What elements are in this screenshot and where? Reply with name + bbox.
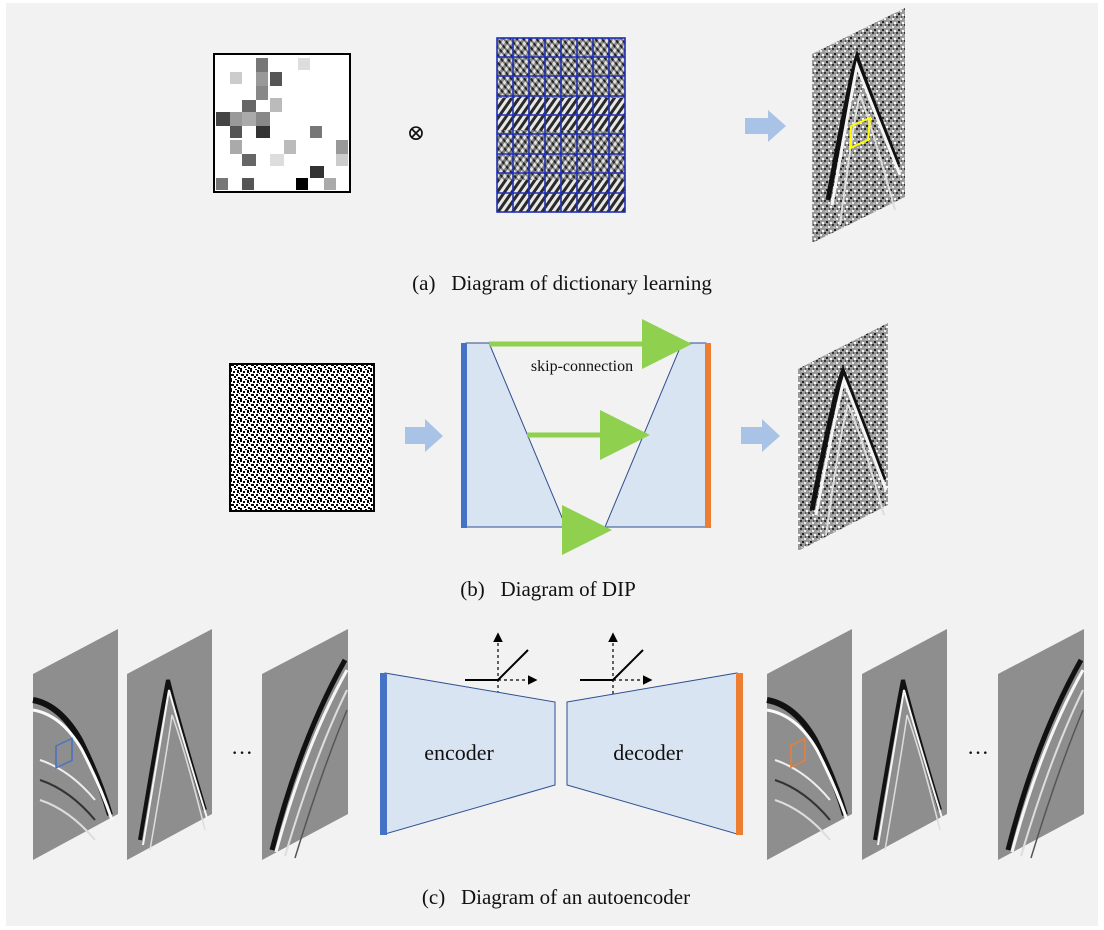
- caption-b: (b) Diagram of DIP: [460, 577, 636, 601]
- ellipsis-input: ···: [231, 740, 253, 765]
- patch-highlight-encoder: [55, 737, 73, 769]
- caption-c: (c) Diagram of an autoencoder: [422, 885, 690, 909]
- input-seismic-2: [127, 629, 212, 860]
- decoder-label: decoder: [613, 740, 683, 765]
- convolution-operator-symbol: ⊗: [407, 120, 425, 145]
- arrow-b-out: [741, 419, 780, 452]
- output-seismic-1: [766, 629, 852, 860]
- arrow-a: [745, 110, 786, 142]
- sparse-code-matrix: [213, 53, 351, 193]
- relu-icon-right: [580, 632, 653, 694]
- output-layer-bar: [705, 343, 711, 528]
- encoder-input-bar: [380, 673, 387, 835]
- dictionary-atoms-grid: [496, 37, 626, 213]
- autoencoder-network: encoder decoder: [380, 672, 743, 835]
- patch-highlight-decoder: [790, 737, 806, 769]
- skip-connection-label: skip-connection: [531, 358, 633, 375]
- relu-icon-left: [465, 632, 538, 694]
- input-seismic-3: [262, 629, 349, 860]
- seismic-image-a: [812, 8, 905, 243]
- input-seismic-1: [32, 629, 118, 860]
- output-seismic-2: [862, 629, 947, 860]
- panel-b: skip-connection (b) Diagram of DIP: [229, 319, 888, 601]
- seismic-image-b: [798, 323, 888, 551]
- ellipsis-output: ···: [967, 740, 989, 765]
- noise-input-image: [229, 363, 375, 512]
- arrow-b-in: [405, 419, 443, 452]
- input-layer-bar: [461, 343, 467, 528]
- panel-c: ··· encoder decoder: [32, 629, 1085, 909]
- patch-highlight-a: [848, 116, 872, 150]
- output-seismic-3: [998, 629, 1085, 860]
- panel-a: ⊗: [213, 8, 905, 295]
- encoder-label: encoder: [424, 740, 494, 765]
- dip-network: skip-connection: [461, 319, 711, 555]
- decoder-output-bar: [736, 673, 743, 835]
- caption-a: (a) Diagram of dictionary learning: [412, 271, 712, 295]
